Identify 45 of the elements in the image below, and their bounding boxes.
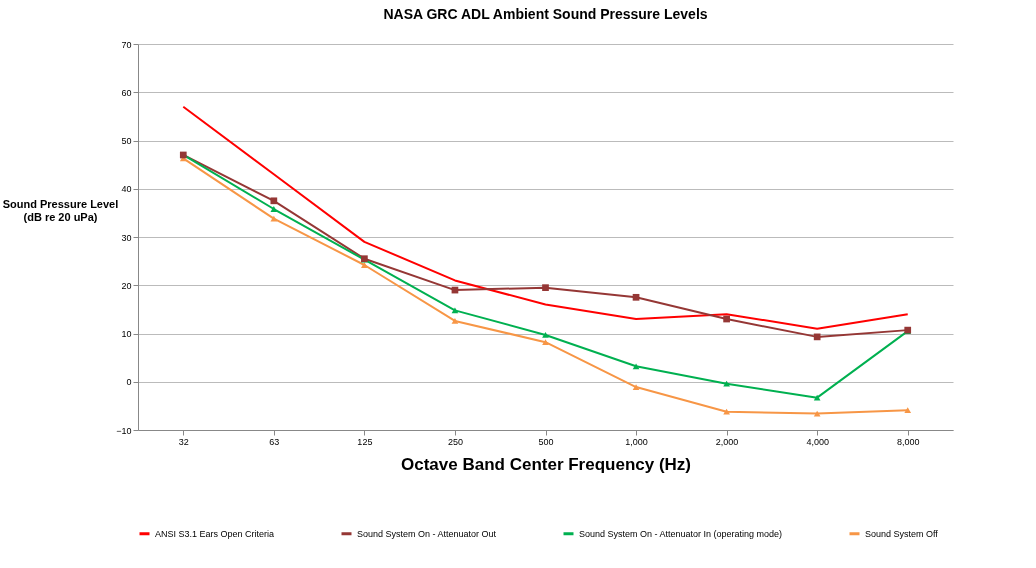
y-tick-label: 40 — [121, 184, 132, 195]
point — [813, 394, 821, 401]
x-tick-label: 250 — [447, 436, 463, 447]
legend-label: Sound System On - Attenuator Out — [357, 528, 497, 539]
point — [542, 339, 549, 346]
legend-label: Sound System Off — [865, 528, 939, 539]
x-tick-label: 32 — [178, 436, 189, 447]
point — [542, 284, 549, 292]
x-tick-label: 8,000 — [896, 436, 920, 447]
y-tick-label: 20 — [121, 280, 132, 291]
point — [270, 197, 278, 205]
point — [632, 363, 640, 370]
point — [542, 332, 549, 338]
x-tick-label: 1,000 — [625, 436, 648, 447]
y-tick-label: 0 — [126, 377, 132, 388]
y-tick-label: 10 — [121, 329, 132, 339]
x-tick-label: 2,000 — [715, 436, 739, 447]
point — [451, 318, 459, 324]
point — [723, 408, 730, 415]
x-tick-label: 500 — [538, 436, 554, 447]
point — [904, 407, 912, 414]
x-tick-label: 4,000 — [806, 436, 829, 447]
y-axis-title: Sound Pressure Level (dB re 20 uPa) — [2, 197, 119, 223]
point — [632, 384, 640, 390]
legend-label: ANSI S3.1 Ears Open Criteria — [155, 528, 275, 539]
point — [813, 333, 821, 341]
point — [813, 410, 821, 417]
legend-label: Sound System On - Attenuator In (operating mode) — [579, 528, 783, 539]
x-tick-label: 125 — [357, 436, 373, 447]
y-tick-label: −10 — [116, 425, 132, 436]
y-tick-label: 60 — [121, 87, 132, 98]
x-tick-label: 63 — [269, 436, 280, 447]
y-tick-label: 50 — [121, 136, 132, 146]
y-tick-label: 30 — [121, 232, 132, 243]
y-tick-label: 70 — [121, 39, 132, 50]
point — [632, 293, 640, 301]
point — [270, 215, 278, 222]
line-series — [182, 105, 909, 330]
chart-title: NASA GRC ADL Ambient Sound Pressure Levels — [383, 6, 708, 22]
point — [451, 307, 459, 314]
point — [270, 206, 278, 212]
point — [361, 262, 368, 268]
point — [723, 315, 730, 323]
x-axis-title: Octave Band Center Frequency (Hz) — [400, 454, 692, 474]
point — [723, 380, 730, 387]
